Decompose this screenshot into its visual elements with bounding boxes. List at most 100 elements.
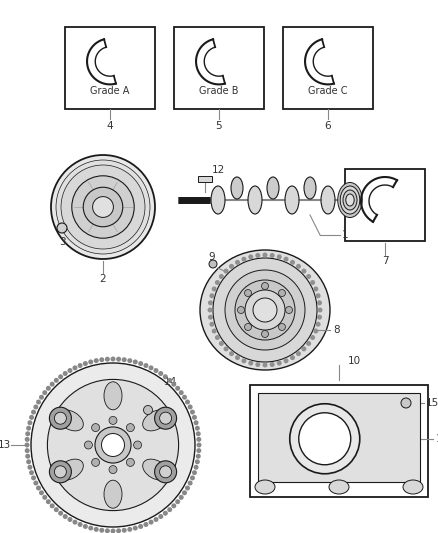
Circle shape — [196, 437, 201, 442]
Circle shape — [306, 274, 311, 279]
Circle shape — [47, 379, 179, 511]
Circle shape — [88, 359, 93, 365]
Ellipse shape — [231, 177, 243, 199]
Circle shape — [153, 517, 159, 522]
Text: Grade C: Grade C — [308, 86, 348, 96]
Circle shape — [159, 412, 172, 424]
Circle shape — [42, 390, 47, 395]
Circle shape — [229, 264, 234, 269]
Circle shape — [116, 528, 121, 533]
Circle shape — [224, 269, 229, 273]
Circle shape — [248, 361, 253, 366]
Circle shape — [67, 517, 73, 522]
Circle shape — [116, 357, 121, 362]
Circle shape — [51, 155, 155, 259]
Circle shape — [196, 448, 201, 453]
Circle shape — [63, 371, 68, 376]
Circle shape — [163, 511, 168, 516]
Circle shape — [301, 346, 307, 351]
Ellipse shape — [403, 480, 423, 494]
Circle shape — [25, 454, 30, 459]
Circle shape — [241, 257, 247, 262]
Circle shape — [224, 346, 229, 351]
Circle shape — [213, 258, 317, 362]
Circle shape — [46, 499, 51, 504]
Circle shape — [401, 398, 411, 408]
Circle shape — [182, 395, 187, 400]
Circle shape — [244, 289, 251, 296]
Ellipse shape — [267, 177, 279, 199]
Circle shape — [105, 357, 110, 362]
Text: 2: 2 — [100, 274, 106, 284]
Circle shape — [67, 368, 73, 373]
Circle shape — [167, 507, 172, 512]
Circle shape — [167, 378, 172, 383]
Circle shape — [56, 160, 150, 254]
Circle shape — [109, 416, 117, 424]
Text: 9: 9 — [208, 252, 215, 262]
Circle shape — [290, 260, 295, 265]
Circle shape — [261, 282, 268, 289]
Circle shape — [283, 257, 289, 262]
Ellipse shape — [338, 182, 362, 217]
Text: 13: 13 — [0, 440, 11, 450]
Circle shape — [313, 286, 318, 292]
Circle shape — [143, 522, 148, 527]
Text: 14: 14 — [163, 377, 177, 387]
Circle shape — [196, 431, 201, 437]
Circle shape — [31, 363, 195, 527]
Bar — [174, 27, 264, 109]
Circle shape — [127, 458, 134, 466]
Circle shape — [28, 420, 32, 425]
Ellipse shape — [211, 186, 225, 214]
Circle shape — [158, 514, 163, 519]
Text: Grade A: Grade A — [90, 86, 130, 96]
Circle shape — [58, 511, 63, 516]
Circle shape — [85, 441, 92, 449]
Circle shape — [88, 526, 93, 530]
Text: 4: 4 — [107, 121, 113, 131]
Circle shape — [219, 341, 224, 346]
Text: 5: 5 — [215, 121, 223, 131]
Circle shape — [182, 490, 187, 495]
Circle shape — [283, 358, 289, 364]
Circle shape — [49, 382, 55, 386]
Circle shape — [195, 426, 200, 431]
Circle shape — [95, 427, 131, 463]
Text: 1: 1 — [342, 230, 348, 240]
Text: 3: 3 — [59, 237, 65, 247]
Ellipse shape — [104, 382, 122, 410]
Circle shape — [185, 486, 190, 490]
Circle shape — [127, 527, 132, 532]
Circle shape — [94, 527, 99, 532]
Circle shape — [277, 361, 282, 366]
Circle shape — [155, 461, 177, 483]
Circle shape — [175, 386, 180, 391]
Circle shape — [209, 322, 214, 327]
Circle shape — [212, 286, 217, 292]
Circle shape — [219, 274, 224, 279]
Circle shape — [99, 357, 104, 362]
Circle shape — [122, 528, 127, 533]
Circle shape — [78, 522, 83, 527]
Circle shape — [163, 374, 168, 379]
Circle shape — [245, 290, 285, 330]
Circle shape — [208, 300, 213, 305]
Circle shape — [138, 361, 143, 366]
Circle shape — [33, 405, 39, 409]
Circle shape — [290, 404, 360, 474]
Circle shape — [31, 409, 36, 415]
Circle shape — [122, 357, 127, 362]
Circle shape — [25, 442, 29, 448]
Circle shape — [255, 253, 260, 258]
Circle shape — [313, 328, 318, 334]
Circle shape — [187, 481, 193, 486]
Ellipse shape — [321, 186, 335, 214]
Circle shape — [179, 390, 184, 395]
Circle shape — [127, 424, 134, 432]
Circle shape — [215, 280, 220, 285]
Circle shape — [94, 358, 99, 363]
Circle shape — [190, 475, 195, 480]
Circle shape — [72, 176, 134, 238]
Circle shape — [196, 454, 201, 459]
